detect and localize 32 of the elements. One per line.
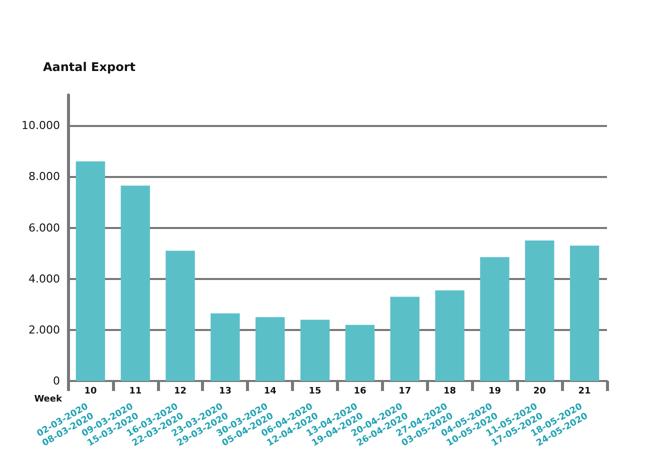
bar [570,246,600,381]
bar [525,240,554,381]
x-tick-label: 15 [308,386,322,396]
bar [435,290,464,381]
x-tick-label: 12 [174,386,187,396]
bar [256,317,285,381]
x-tick-label: 17 [398,386,412,396]
x-tick-label: 11 [129,386,142,396]
x-axis-title: Week [34,394,63,404]
y-tick-label: 10.000 [22,119,60,132]
x-tick-label: 21 [578,386,591,396]
bar [166,250,195,381]
y-tick-label: 4.000 [28,272,60,286]
x-tick-label: 18 [444,386,456,396]
x-tick-label: 19 [488,386,501,396]
y-tick-label: 2.000 [28,323,60,336]
x-tick-label: 10 [84,386,97,396]
bar [300,320,330,381]
bar [210,313,240,381]
bar [480,257,510,381]
bar [120,186,150,381]
x-tick-label: 16 [354,386,366,396]
x-tick-label: 13 [218,386,232,396]
chart-title: Aantal Export [43,60,136,74]
x-tick-label: 20 [533,386,546,396]
bar [76,161,106,381]
bar [345,324,375,381]
bar [390,296,420,381]
x-tick-label: 14 [264,386,276,396]
y-tick-label: 0 [53,374,60,388]
y-tick-label: 8.000 [28,170,60,184]
y-tick-label: 6.000 [28,221,60,234]
